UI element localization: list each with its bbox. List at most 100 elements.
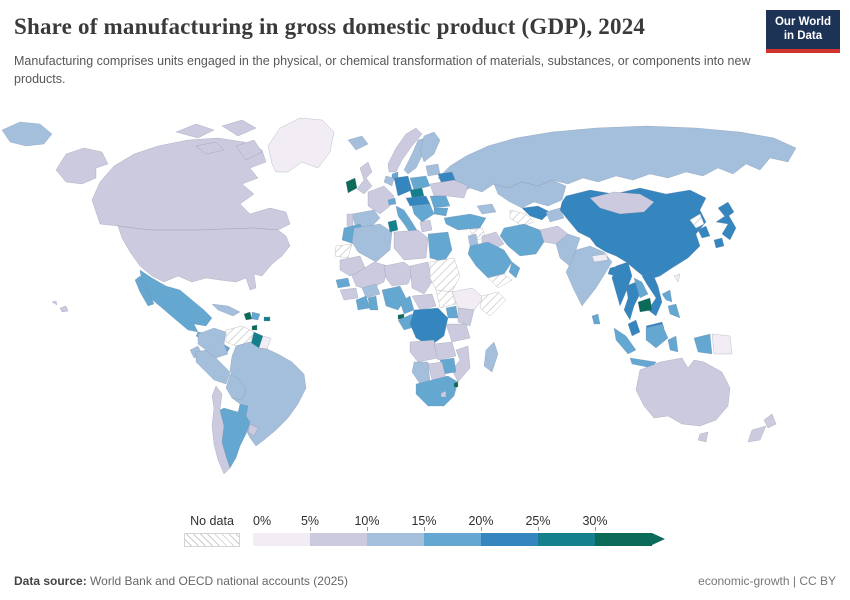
legend-band-25-30[interactable]: [538, 533, 595, 546]
license-link[interactable]: economic-growth | CC BY: [698, 574, 836, 588]
country-greenland[interactable]: [267, 117, 335, 173]
country-guinea[interactable]: [339, 287, 359, 301]
country-libya[interactable]: [393, 229, 429, 261]
country-sudan[interactable]: [429, 257, 461, 293]
country-hawaii[interactable]: [51, 300, 69, 313]
country-uruguay[interactable]: [247, 423, 259, 437]
country-ethiopia[interactable]: [451, 287, 485, 311]
country-western-sahara[interactable]: [334, 243, 353, 259]
country-iran[interactable]: [499, 223, 545, 257]
country-philippines[interactable]: [661, 289, 681, 319]
country-uganda[interactable]: [445, 305, 459, 319]
country-new-zealand[interactable]: [747, 413, 777, 443]
country-sri-lanka[interactable]: [591, 313, 601, 325]
country-puerto-rico[interactable]: [263, 316, 271, 322]
legend-band-5-10[interactable]: [310, 533, 367, 546]
legend-band-10-15[interactable]: [367, 533, 424, 546]
owid-logo[interactable]: Our World in Data: [765, 10, 840, 53]
country-cambodia[interactable]: [637, 297, 653, 313]
country-eswatini[interactable]: [453, 381, 459, 388]
country-caucasus[interactable]: [476, 203, 497, 215]
country-nepal[interactable]: [591, 253, 609, 263]
legend-tick-label: 15%: [411, 514, 437, 528]
country-colombia[interactable]: [197, 327, 229, 359]
country-france[interactable]: [367, 185, 395, 215]
legend-no-data-swatch[interactable]: [184, 533, 240, 547]
country-egypt[interactable]: [427, 231, 453, 263]
legend-band-30+[interactable]: [595, 533, 652, 546]
legend-band-0-5[interactable]: [253, 533, 310, 546]
country-cuba[interactable]: [211, 303, 241, 317]
country-russia[interactable]: [437, 125, 797, 195]
country-bulgaria[interactable]: [433, 207, 449, 217]
country-laos[interactable]: [633, 277, 649, 299]
country-uk[interactable]: [356, 161, 373, 195]
country-kenya[interactable]: [457, 307, 475, 327]
country-namibia[interactable]: [411, 361, 431, 385]
country-haiti[interactable]: [243, 311, 253, 321]
country-yemen[interactable]: [487, 273, 513, 289]
country-drc[interactable]: [409, 307, 449, 347]
country-algeria[interactable]: [351, 223, 393, 263]
country-uzbekistan[interactable]: [521, 205, 551, 221]
country-png[interactable]: [711, 333, 733, 355]
country-turkey[interactable]: [443, 213, 487, 231]
country-iceland[interactable]: [347, 135, 369, 151]
country-bolivia[interactable]: [225, 373, 247, 401]
country-car[interactable]: [411, 293, 437, 311]
country-kazakhstan[interactable]: [493, 179, 567, 209]
country-greece[interactable]: [419, 219, 433, 233]
country-madagascar[interactable]: [483, 341, 499, 373]
country-germany[interactable]: [393, 175, 413, 197]
country-south-africa[interactable]: [415, 375, 459, 407]
country-kyrgyz-tajik[interactable]: [545, 207, 565, 223]
country-japan[interactable]: [713, 201, 737, 249]
country-romania[interactable]: [429, 195, 451, 209]
country-ireland[interactable]: [345, 177, 358, 194]
country-angola[interactable]: [409, 339, 439, 363]
country-mexico[interactable]: [134, 269, 213, 333]
country-alaska[interactable]: [55, 147, 109, 185]
country-trinidad[interactable]: [251, 324, 258, 331]
country-arctic-islands[interactable]: [175, 119, 263, 161]
country-lesotho[interactable]: [440, 390, 447, 398]
country-turkmenistan[interactable]: [509, 209, 535, 227]
country-dominican-republic[interactable]: [251, 311, 261, 321]
country-taiwan[interactable]: [673, 273, 681, 283]
country-switzerland[interactable]: [387, 197, 397, 206]
country-mongolia[interactable]: [589, 191, 655, 215]
country-south-sudan[interactable]: [435, 289, 457, 309]
country-south-korea[interactable]: [697, 225, 711, 239]
country-benelux[interactable]: [383, 175, 395, 187]
country-north-korea[interactable]: [689, 213, 705, 229]
country-peru[interactable]: [195, 349, 231, 385]
legend-band-15-20[interactable]: [424, 533, 481, 546]
country-ghana[interactable]: [367, 295, 379, 311]
country-china[interactable]: [559, 187, 707, 281]
footer: Data source: World Bank and OECD nationa…: [14, 574, 836, 588]
country-saudi-arabia[interactable]: [467, 241, 513, 279]
country-poland[interactable]: [409, 175, 431, 191]
country-tanzania[interactable]: [445, 323, 471, 343]
country-chad[interactable]: [409, 261, 433, 295]
country-balkans[interactable]: [411, 203, 435, 223]
country-jordan-israel[interactable]: [467, 233, 479, 247]
country-usa[interactable]: [117, 225, 291, 291]
country-argentina[interactable]: [219, 407, 251, 469]
country-senegal[interactable]: [335, 277, 351, 289]
country-finland[interactable]: [419, 131, 441, 163]
country-russia-wrap[interactable]: [1, 121, 53, 147]
country-oman[interactable]: [508, 261, 521, 279]
country-niger[interactable]: [383, 261, 415, 287]
country-somalia[interactable]: [479, 291, 507, 317]
country-myanmar[interactable]: [611, 261, 633, 307]
data-source: Data source: World Bank and OECD nationa…: [14, 574, 348, 588]
country-australia[interactable]: [635, 357, 731, 443]
country-vietnam[interactable]: [641, 271, 663, 317]
country-burkina[interactable]: [361, 283, 381, 299]
legend-band-20-25[interactable]: [481, 533, 538, 546]
country-zambia[interactable]: [433, 341, 457, 361]
country-norway[interactable]: [387, 127, 423, 173]
country-mali[interactable]: [351, 261, 389, 291]
country-tunisia[interactable]: [387, 219, 399, 233]
